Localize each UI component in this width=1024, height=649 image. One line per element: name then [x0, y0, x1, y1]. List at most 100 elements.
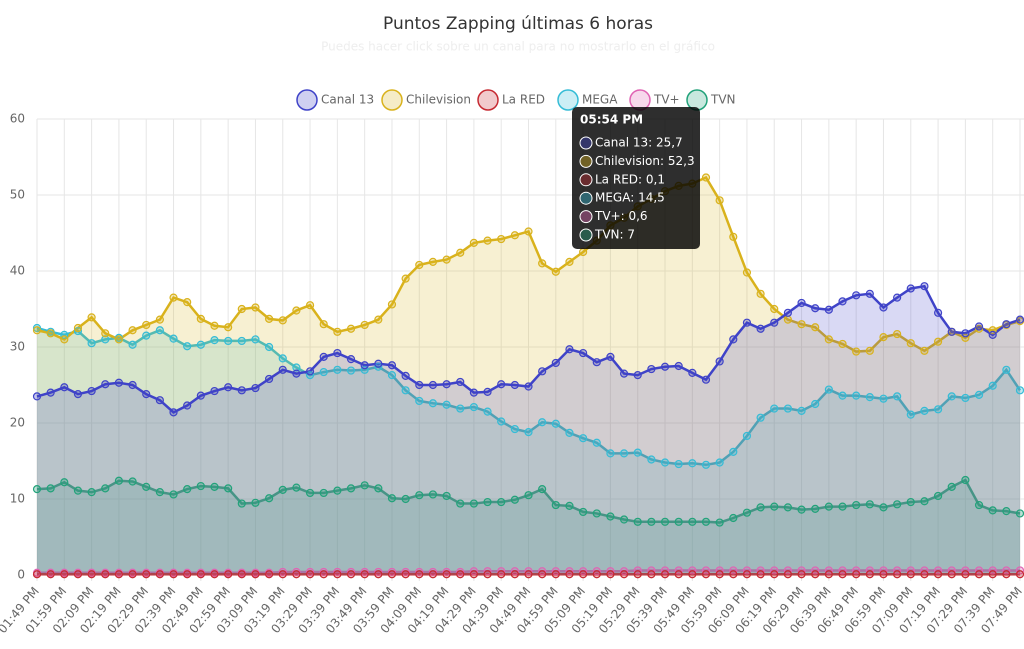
data-point: [196, 570, 205, 579]
data-point: [278, 567, 287, 577]
data-point: [551, 358, 560, 368]
data-point: [346, 366, 356, 375]
legend-item[interactable]: MEGA: [557, 89, 618, 111]
legend-item[interactable]: La RED: [477, 89, 545, 111]
data-point: [715, 458, 724, 467]
data-point: [183, 401, 192, 410]
data-point: [783, 503, 793, 512]
data-point: [319, 352, 328, 361]
data-point: [319, 570, 328, 579]
data-point: [879, 394, 888, 403]
data-point: [183, 342, 192, 351]
data-point: [524, 491, 533, 500]
data-point: [497, 380, 506, 389]
data-point: [783, 308, 793, 317]
data-point: [660, 517, 670, 526]
data-point: [46, 570, 55, 579]
data-point: [619, 369, 629, 378]
data-point: [32, 485, 42, 494]
legend-item[interactable]: Chilevision: [381, 89, 471, 111]
data-point: [101, 484, 110, 493]
data-point: [469, 238, 478, 247]
data-point: [346, 324, 356, 333]
y-tick-label: 30: [10, 340, 25, 354]
data-point: [401, 274, 410, 283]
data-point: [210, 570, 219, 579]
data-point: [1015, 570, 1024, 579]
legend-item[interactable]: TV+: [629, 89, 680, 111]
data-point: [920, 497, 929, 506]
data-point: [387, 371, 397, 380]
data-point: [565, 501, 574, 510]
tooltip-title: 05:54 PM: [580, 113, 643, 127]
data-point: [60, 335, 69, 344]
data-point: [442, 567, 451, 577]
series-area: [37, 480, 1020, 575]
data-point: [333, 365, 342, 374]
data-point: [606, 352, 615, 361]
data-point: [292, 369, 301, 378]
data-point: [497, 497, 506, 507]
y-tick-label: 10: [10, 492, 25, 506]
data-point: [128, 340, 137, 349]
data-point: [401, 371, 410, 380]
data-point: [73, 323, 83, 333]
data-point: [633, 371, 642, 380]
data-point: [333, 570, 342, 579]
legend-swatch: [557, 89, 579, 111]
data-point: [374, 484, 383, 493]
series-area: [37, 328, 1020, 575]
data-point: [456, 499, 465, 508]
data-point: [811, 570, 820, 579]
data-point: [142, 570, 151, 579]
data-point: [770, 304, 779, 314]
data-point: [387, 570, 397, 579]
data-point: [1002, 365, 1011, 374]
data-point: [701, 570, 711, 579]
data-point: [101, 380, 110, 389]
data-point: [579, 570, 588, 579]
data-point: [797, 570, 806, 579]
data-point: [428, 567, 438, 577]
data-point: [305, 367, 315, 376]
data-point: [442, 570, 451, 579]
data-point: [729, 570, 738, 579]
data-point: [619, 515, 629, 524]
data-point: [237, 499, 246, 508]
data-point: [538, 418, 547, 427]
data-point: [114, 570, 124, 579]
data-point: [579, 348, 588, 358]
data-point: [633, 517, 642, 526]
data-point: [210, 336, 219, 345]
data-point: [783, 315, 793, 324]
data-point: [742, 318, 752, 327]
data-point: [551, 500, 560, 510]
data-point: [865, 346, 874, 355]
data-point: [565, 428, 574, 437]
data-point: [60, 570, 69, 579]
data-point: [169, 408, 178, 417]
data-point: [647, 517, 656, 526]
data-point: [906, 570, 915, 579]
data-point: [196, 340, 205, 349]
data-point: [797, 406, 806, 415]
data-point: [428, 490, 438, 499]
data-point: [428, 570, 438, 579]
data-point: [797, 505, 806, 514]
data-point: [387, 300, 397, 309]
data-point: [292, 567, 301, 577]
legend-item[interactable]: TVN: [686, 89, 736, 111]
data-point: [333, 486, 342, 495]
data-point: [592, 358, 601, 367]
data-point: [360, 567, 369, 577]
data-point: [893, 570, 902, 579]
data-point: [852, 347, 861, 356]
data-point: [579, 247, 588, 257]
data-point: [1015, 509, 1024, 518]
data-point: [756, 413, 765, 422]
legend-item[interactable]: Canal 13: [296, 89, 374, 111]
data-point: [879, 303, 888, 312]
data-point: [101, 329, 110, 338]
data-point: [920, 346, 929, 355]
data-point: [742, 268, 752, 277]
